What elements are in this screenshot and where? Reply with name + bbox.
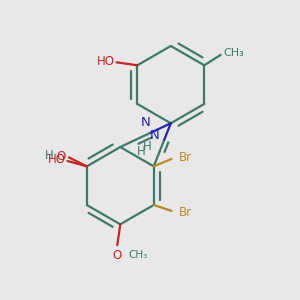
Text: H: H	[137, 146, 146, 158]
Text: CH₃: CH₃	[129, 250, 148, 260]
Text: HO: HO	[48, 153, 66, 166]
Text: H: H	[143, 140, 152, 153]
Text: CH₃: CH₃	[223, 48, 244, 59]
Text: O: O	[57, 150, 66, 163]
Text: O: O	[113, 249, 122, 262]
Text: H: H	[45, 149, 53, 162]
Text: Br: Br	[179, 151, 192, 164]
Text: Br: Br	[179, 206, 192, 219]
Text: N: N	[150, 129, 160, 142]
Text: HO: HO	[97, 55, 115, 68]
Text: N: N	[141, 116, 150, 128]
